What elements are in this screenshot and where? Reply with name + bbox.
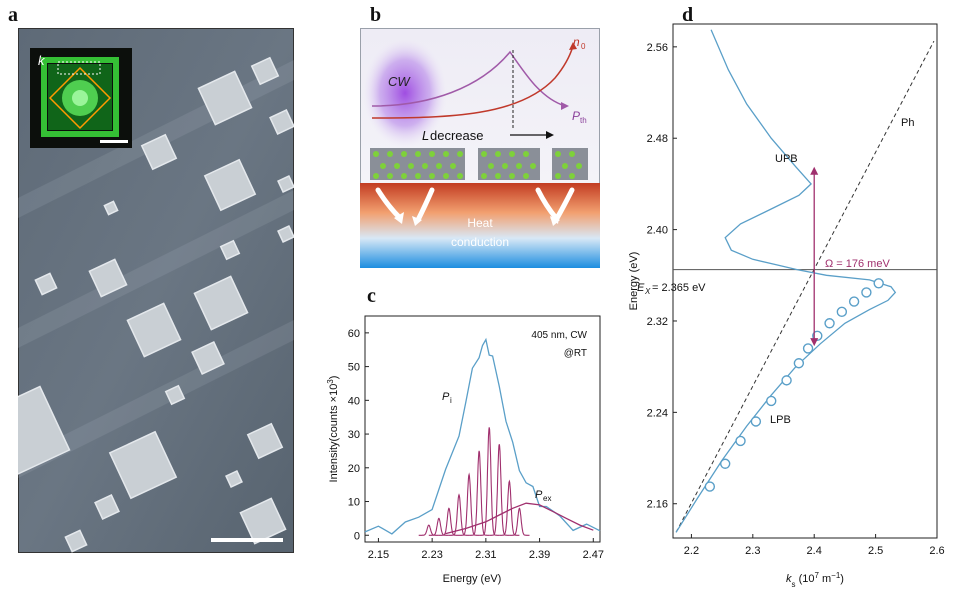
d-ytick-label: 2.48	[647, 133, 668, 145]
pth-sub: th	[580, 116, 587, 125]
c-annotation-1: 405 nm, CW	[531, 330, 587, 341]
heat-label-1: Heat	[467, 216, 493, 230]
n0-curve	[371, 45, 574, 119]
panel-c-letter: c	[367, 285, 376, 307]
c-series-total	[364, 337, 601, 535]
d-data-point	[704, 481, 716, 492]
d-data-point	[824, 318, 835, 329]
c-ytick-label: 60	[348, 328, 360, 340]
d-lpb-label: LPB	[770, 414, 791, 426]
d-ph-label: Ph	[901, 117, 914, 129]
d-data-point	[836, 306, 848, 318]
d-plot-frame	[672, 23, 938, 539]
c-mode-peak	[428, 517, 449, 536]
c-pi-label: P	[442, 391, 450, 403]
panel-c-chart: 0 10 20 30 40 50 60 2.15 2.23 2.31 2.39 2.47 Intens…	[326, 315, 604, 585]
d-omega-label: Ω = 176 meV	[825, 258, 890, 270]
d-xtick-label: 2.4	[807, 545, 822, 557]
heat-label-2: conduction	[451, 235, 509, 249]
cw-label: CW	[388, 74, 411, 89]
c-mode-peak	[479, 427, 500, 536]
c-annotation-2: @RT	[564, 348, 587, 359]
d-xtick-label: 2.3	[745, 545, 760, 557]
n0-sub: 0	[581, 42, 586, 51]
inset-k-label: k	[38, 53, 46, 68]
d-data-point	[861, 287, 872, 298]
d-xtick-label: 2.6	[929, 545, 944, 557]
panel-d-chart: 2.162.242.322.402.482.562.2 2.3 2.4 2.5 2.6 …	[628, 23, 945, 589]
c-plot-frame	[364, 315, 601, 543]
d-upb-label: UPB	[775, 153, 798, 165]
pth-label: P	[572, 109, 580, 123]
c-ytick-label: 10	[348, 497, 360, 509]
d-xtick-label: 2.2	[684, 545, 699, 557]
c-mode-peak	[438, 507, 459, 536]
c-ytick-label: 20	[348, 463, 360, 475]
c-mode-peak	[448, 493, 470, 536]
d-photon-line	[675, 40, 935, 533]
d-rabi-arrowhead-bottom	[810, 338, 819, 347]
lattice-crystals	[370, 148, 588, 180]
c-mode-peak	[489, 444, 510, 536]
d-data-point	[873, 278, 884, 289]
d-ytick-label: 2.56	[647, 42, 668, 54]
panel-b-schematic: CW n 0 P th L decrease	[360, 28, 600, 268]
d-upb-curve	[710, 29, 813, 271]
c-xtick-label: 2.39	[529, 549, 550, 561]
d-data-point	[848, 296, 860, 307]
substrate	[360, 183, 600, 268]
d-xtick-label: 2.5	[868, 545, 883, 557]
c-mode-peak	[459, 472, 480, 536]
sem-scale-bar	[211, 538, 283, 542]
c-ytick-label: 50	[348, 362, 360, 374]
c-ytick-label: 30	[348, 429, 360, 441]
d-ytick-label: 2.16	[647, 499, 668, 511]
c-xtick-label: 2.15	[368, 549, 389, 561]
d-ex-label: E	[637, 282, 645, 294]
d-rabi-arrowhead-top	[810, 166, 819, 175]
c-xtick-label: 2.31	[475, 549, 496, 561]
d-ytick-label: 2.40	[647, 225, 668, 237]
d-ytick-label: 2.32	[647, 316, 668, 328]
c-mode-peak	[469, 450, 490, 536]
d-data-point	[802, 343, 814, 354]
d-data-point	[812, 330, 823, 342]
d-lpb-curve	[675, 268, 897, 533]
c-series-P_ex	[445, 502, 594, 535]
c-ylabel: Intensity(counts ×103)	[326, 376, 341, 483]
d-data-point	[735, 435, 746, 447]
d-data-point	[766, 395, 777, 407]
c-mode-peak	[418, 524, 439, 536]
c-xtick-label: 2.23	[421, 549, 442, 561]
d-data-point	[793, 358, 805, 369]
sem-crystals	[0, 56, 295, 553]
d-ytick-label: 2.24	[647, 407, 668, 419]
panel-d-letter: d	[682, 4, 694, 26]
c-ytick-label: 40	[348, 395, 360, 407]
panel-a-letter: a	[8, 4, 18, 26]
n0-label: n	[573, 35, 580, 49]
c-mode-peak	[509, 507, 530, 536]
d-xlabel: ks (107 m−1)	[786, 571, 844, 589]
c-xlabel: Energy (eV)	[443, 573, 502, 585]
panel-b-letter: b	[370, 4, 382, 26]
c-pex-sub: ex	[543, 494, 551, 503]
d-data-point	[781, 375, 792, 386]
d-ylabel: Energy (eV)	[628, 252, 640, 311]
c-xtick-label: 2.47	[583, 549, 604, 561]
c-mode-peak	[499, 479, 520, 536]
c-ytick-label: 0	[354, 530, 360, 542]
l-decrease-text: decrease	[430, 128, 483, 143]
pl-inset: k	[30, 48, 132, 148]
d-data-point	[719, 458, 731, 469]
pth-curve	[371, 50, 566, 107]
d-data-point	[750, 416, 762, 427]
d-ex-value: = 2.365 eV	[652, 282, 706, 294]
panel-a-sem-image: k	[0, 28, 343, 553]
cw-beam	[363, 38, 447, 148]
c-pi-sub: i	[450, 396, 452, 405]
c-pex-label: P	[535, 489, 543, 501]
l-italic: L	[422, 128, 429, 143]
d-ex-sub: X	[644, 287, 651, 296]
